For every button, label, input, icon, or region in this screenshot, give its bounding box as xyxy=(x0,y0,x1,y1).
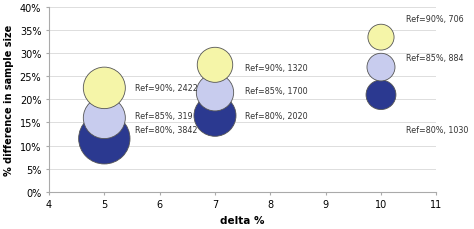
Text: Ref=90%, 2422: Ref=90%, 2422 xyxy=(135,84,198,93)
X-axis label: delta %: delta % xyxy=(220,215,265,225)
Ellipse shape xyxy=(83,98,125,139)
Text: Ref=80%, 3842: Ref=80%, 3842 xyxy=(135,125,197,134)
Ellipse shape xyxy=(196,75,234,112)
Ellipse shape xyxy=(194,95,236,137)
Text: Ref=90%, 1320: Ref=90%, 1320 xyxy=(246,63,308,72)
Text: Ref=85%, 1700: Ref=85%, 1700 xyxy=(246,86,308,95)
Text: Ref=80%, 2020: Ref=80%, 2020 xyxy=(246,112,308,120)
Ellipse shape xyxy=(368,25,394,51)
Text: Ref=90%, 706: Ref=90%, 706 xyxy=(406,15,464,24)
Text: Ref=80%, 1030: Ref=80%, 1030 xyxy=(406,125,468,134)
Ellipse shape xyxy=(367,54,395,82)
Y-axis label: % difference in sample size: % difference in sample size xyxy=(4,25,14,175)
Ellipse shape xyxy=(366,81,396,110)
Text: Ref=85%, 884: Ref=85%, 884 xyxy=(406,54,464,63)
Ellipse shape xyxy=(79,114,130,164)
Ellipse shape xyxy=(83,68,125,109)
Text: Ref=85%, 319: Ref=85%, 319 xyxy=(135,112,192,120)
Ellipse shape xyxy=(197,48,233,83)
